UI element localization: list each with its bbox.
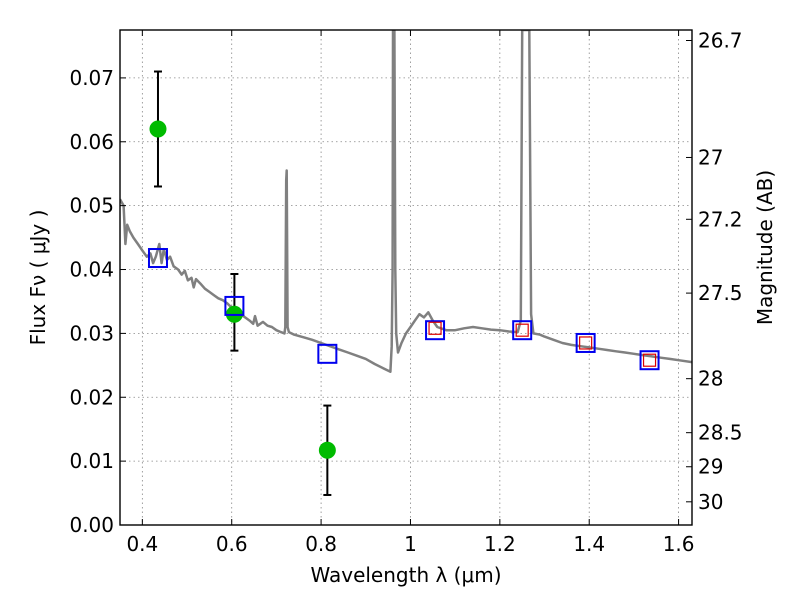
model-square-blue — [224, 295, 245, 316]
y-right-tick-label: 30 — [698, 490, 723, 514]
y-right-tick-label: 27 — [698, 145, 723, 169]
y-tick-label: 0.07 — [69, 66, 114, 90]
y-right-tick-label: 27.5 — [698, 281, 743, 305]
y-tick-label: 0.01 — [69, 449, 114, 473]
x-tick-label: 0.8 — [305, 532, 337, 556]
x-tick-label: 1.4 — [573, 532, 605, 556]
y-right-tick-label: 27.2 — [698, 207, 743, 231]
grid — [120, 30, 692, 525]
y-tick-label: 0.06 — [69, 130, 114, 154]
model-square-red — [579, 336, 593, 350]
y-tick-label: 0.04 — [69, 258, 114, 282]
y-tick-label: 0.00 — [69, 513, 114, 537]
observed-point — [149, 120, 167, 138]
ticks: 0.4 0.6 0.8 1 1.2 1.4 1.6 0.00 0.01 0.02 0.03 0.04 0… — [69, 28, 742, 556]
model-square-blue — [512, 320, 533, 341]
model-square-blue — [639, 350, 660, 371]
model-square-blue — [147, 248, 168, 269]
y-tick-label: 0.05 — [69, 194, 114, 218]
observed-point — [318, 441, 336, 459]
model-square-red — [428, 321, 442, 335]
y-axis-label: Flux Fν ( μJy ) — [26, 210, 50, 346]
y-right-tick-label: 29 — [698, 455, 723, 479]
y-axis-right-label: Magnitude (AB) — [753, 170, 777, 325]
model-square-red — [515, 323, 529, 337]
model-square-blue — [425, 320, 446, 341]
model-square-blue — [317, 343, 338, 364]
y-tick-label: 0.02 — [69, 385, 114, 409]
plot-frame — [119, 29, 693, 526]
model-square-red — [642, 353, 657, 367]
model-square-blue — [575, 332, 596, 353]
series — [120, 30, 692, 496]
x-tick-label: 0.6 — [216, 532, 248, 556]
x-tick-label: 1 — [404, 532, 417, 556]
y-tick-label: 0.03 — [69, 321, 114, 345]
axis-labels: Wavelength λ (μm) Flux Fν ( μJy ) Magnit… — [26, 170, 777, 587]
x-tick-label: 1.6 — [663, 532, 695, 556]
x-tick-label: 0.4 — [126, 532, 158, 556]
x-tick-label: 1.2 — [484, 532, 516, 556]
y-right-tick-label: 28.5 — [698, 421, 743, 445]
sed-model-line — [120, 30, 692, 373]
x-axis-label: Wavelength λ (μm) — [310, 563, 501, 587]
y-right-tick-label: 26.7 — [698, 28, 743, 52]
y-right-tick-label: 28 — [698, 367, 723, 391]
